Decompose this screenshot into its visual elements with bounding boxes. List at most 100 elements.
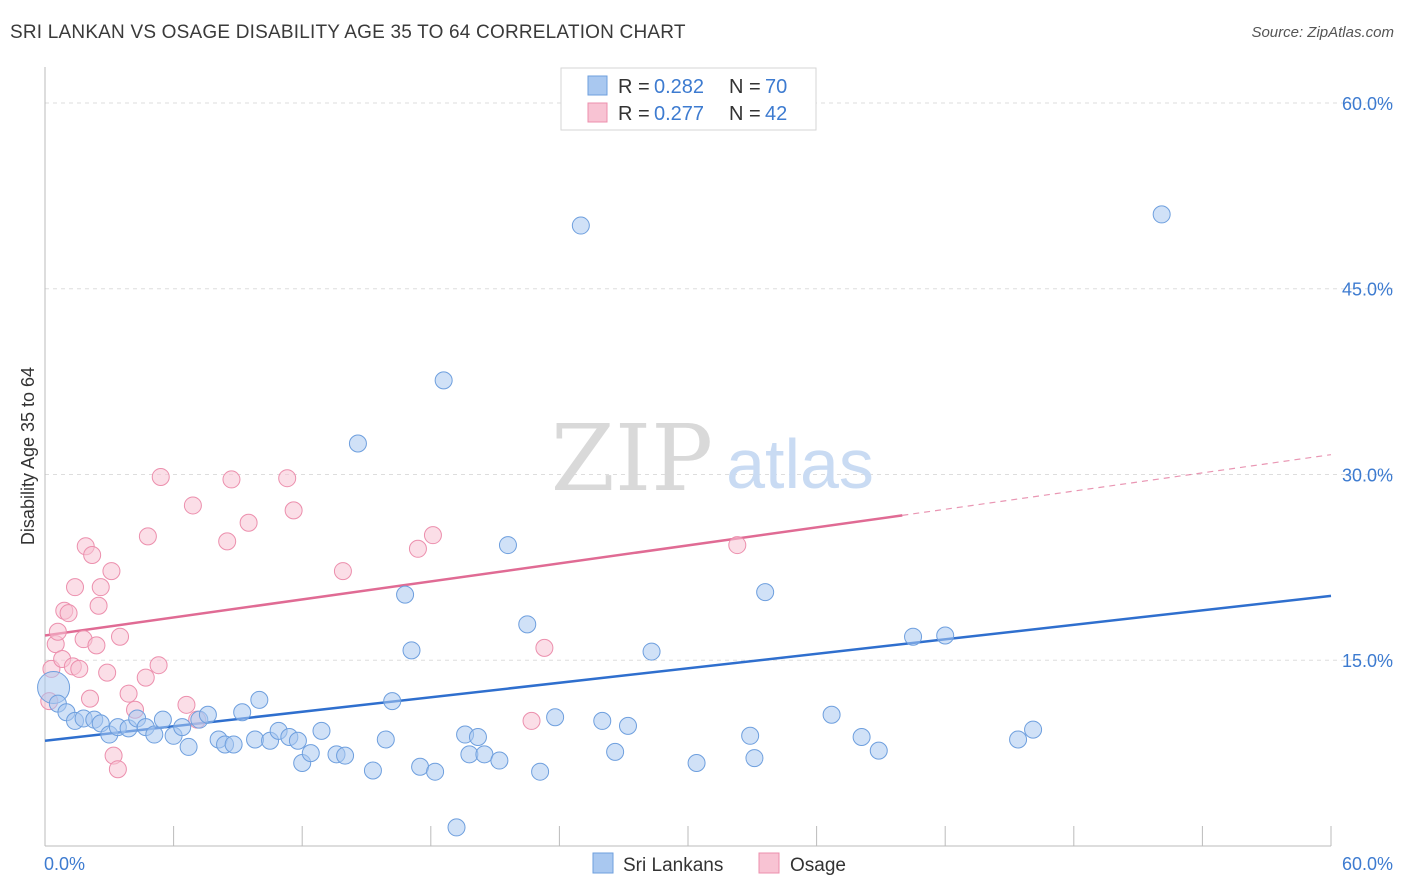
data-point-sri-lankans <box>179 737 198 756</box>
x-tick-label: 0.0% <box>44 854 85 874</box>
data-point-sri-lankans <box>411 757 430 776</box>
data-point-sri-lankans <box>571 216 590 235</box>
stats-legend: R = 0.282 N = 70 R = 0.277 N = 42 <box>560 67 817 131</box>
tick-labels: 15.0% 30.0% 45.0% 60.0% 0.0% 60.0% <box>44 94 1393 874</box>
data-point-sri-lankans <box>468 728 487 747</box>
legend-r-label-2: R = <box>618 103 650 125</box>
data-point-sri-lankans <box>475 745 494 764</box>
data-point-osage <box>239 513 258 532</box>
x-tick-label: 60.0% <box>1342 854 1393 874</box>
data-point-osage <box>81 689 100 708</box>
data-point-osage <box>119 684 138 703</box>
data-point-sri-lankans <box>741 726 760 745</box>
data-point-osage <box>108 760 127 779</box>
data-point-sri-lankans <box>618 716 637 735</box>
bottom-legend-swatch-pink <box>758 852 780 874</box>
data-point-sri-lankans <box>348 434 367 453</box>
watermark-zip: ZIP <box>551 405 713 512</box>
data-point-osage <box>535 638 554 657</box>
data-point-sri-lankans <box>1024 720 1043 739</box>
data-point-osage <box>59 604 78 623</box>
data-point-sri-lankans <box>396 585 415 604</box>
data-point-sri-lankans <box>869 741 888 760</box>
source-label: Source: ZipAtlas.com <box>1251 24 1394 41</box>
data-point-osage <box>284 501 303 520</box>
data-point-sri-lankans <box>936 626 955 645</box>
data-point-sri-lankans <box>490 751 509 770</box>
legend-swatch-pink <box>587 102 608 123</box>
series-legend: Sri Lankans Osage <box>592 852 846 876</box>
bottom-legend-osage: Osage <box>790 855 846 876</box>
legend-n-label-2: N = <box>729 103 761 125</box>
data-point-sri-lankans <box>363 761 382 780</box>
data-point-sri-lankans <box>822 705 841 724</box>
data-point-sri-lankans <box>288 731 307 750</box>
data-point-sri-lankans <box>376 730 395 749</box>
data-point-sri-lankans <box>745 749 764 768</box>
data-point-sri-lankans <box>224 735 243 754</box>
gridlines <box>45 102 1394 661</box>
legend-n-label-1: N = <box>729 76 761 98</box>
axes <box>44 67 1332 847</box>
bottom-legend-sri-lankans: Sri Lankans <box>623 855 723 876</box>
data-point-osage <box>98 663 117 682</box>
trend-lines <box>44 454 1332 742</box>
data-point-sri-lankans <box>145 725 164 744</box>
legend-n-value-1: 70 <box>765 76 787 98</box>
data-point-osage <box>89 596 108 615</box>
trend-line-sri-lankans <box>44 594 1332 742</box>
bottom-legend-swatch-blue <box>592 852 614 874</box>
data-point-sri-lankans <box>1009 730 1028 749</box>
data-point-osage <box>728 536 747 555</box>
watermark: ZIP atlas <box>551 405 874 512</box>
data-point-osage <box>136 668 155 687</box>
data-point-sri-lankans <box>687 754 706 773</box>
data-point-osage <box>102 562 121 581</box>
trend-line-osage-extension <box>902 454 1332 516</box>
data-point-osage <box>333 562 352 581</box>
data-point-sri-lankans <box>312 721 331 740</box>
data-point-sri-lankans <box>402 641 421 660</box>
y-tick-label: 30.0% <box>1342 465 1393 485</box>
legend-r-value-2: 0.277 <box>654 103 704 125</box>
data-point-osage <box>91 578 110 597</box>
data-point-osage <box>218 532 237 551</box>
legend-r-label-1: R = <box>618 76 650 98</box>
data-point-osage <box>522 711 541 730</box>
data-point-osage <box>111 627 130 646</box>
data-point-sri-lankans <box>852 728 871 747</box>
data-point-osage <box>423 526 442 545</box>
data-point-osage <box>149 656 168 675</box>
data-point-sri-lankans <box>434 371 453 390</box>
data-point-osage <box>278 469 297 488</box>
data-point-sri-lankans <box>173 718 192 737</box>
data-point-sri-lankans <box>593 711 612 730</box>
data-points <box>37 205 1171 837</box>
legend-swatch-blue <box>587 75 608 96</box>
data-point-osage <box>48 622 67 641</box>
data-point-sri-lankans <box>336 746 355 765</box>
chart-title: SRI LANKAN VS OSAGE DISABILITY AGE 35 TO… <box>10 22 686 43</box>
data-point-osage <box>83 545 102 564</box>
data-point-sri-lankans <box>383 692 402 711</box>
watermark-atlas: atlas <box>726 425 874 503</box>
data-point-sri-lankans <box>531 762 550 781</box>
y-tick-label: 15.0% <box>1342 651 1393 671</box>
data-point-osage <box>70 659 89 678</box>
y-tick-label: 60.0% <box>1342 94 1393 114</box>
data-point-sri-lankans <box>246 730 265 749</box>
data-point-sri-lankans <box>904 627 923 646</box>
data-point-sri-lankans <box>606 742 625 761</box>
data-point-sri-lankans <box>1152 205 1171 224</box>
data-point-sri-lankans <box>198 705 217 724</box>
data-point-osage <box>151 467 170 486</box>
data-point-sri-lankans <box>250 690 269 709</box>
data-point-sri-lankans <box>518 615 537 634</box>
data-point-sri-lankans <box>301 744 320 763</box>
data-point-sri-lankans <box>546 708 565 727</box>
data-point-sri-lankans <box>153 710 172 729</box>
data-point-sri-lankans <box>447 818 466 837</box>
data-point-sri-lankans <box>426 762 445 781</box>
data-point-sri-lankans <box>642 642 661 661</box>
